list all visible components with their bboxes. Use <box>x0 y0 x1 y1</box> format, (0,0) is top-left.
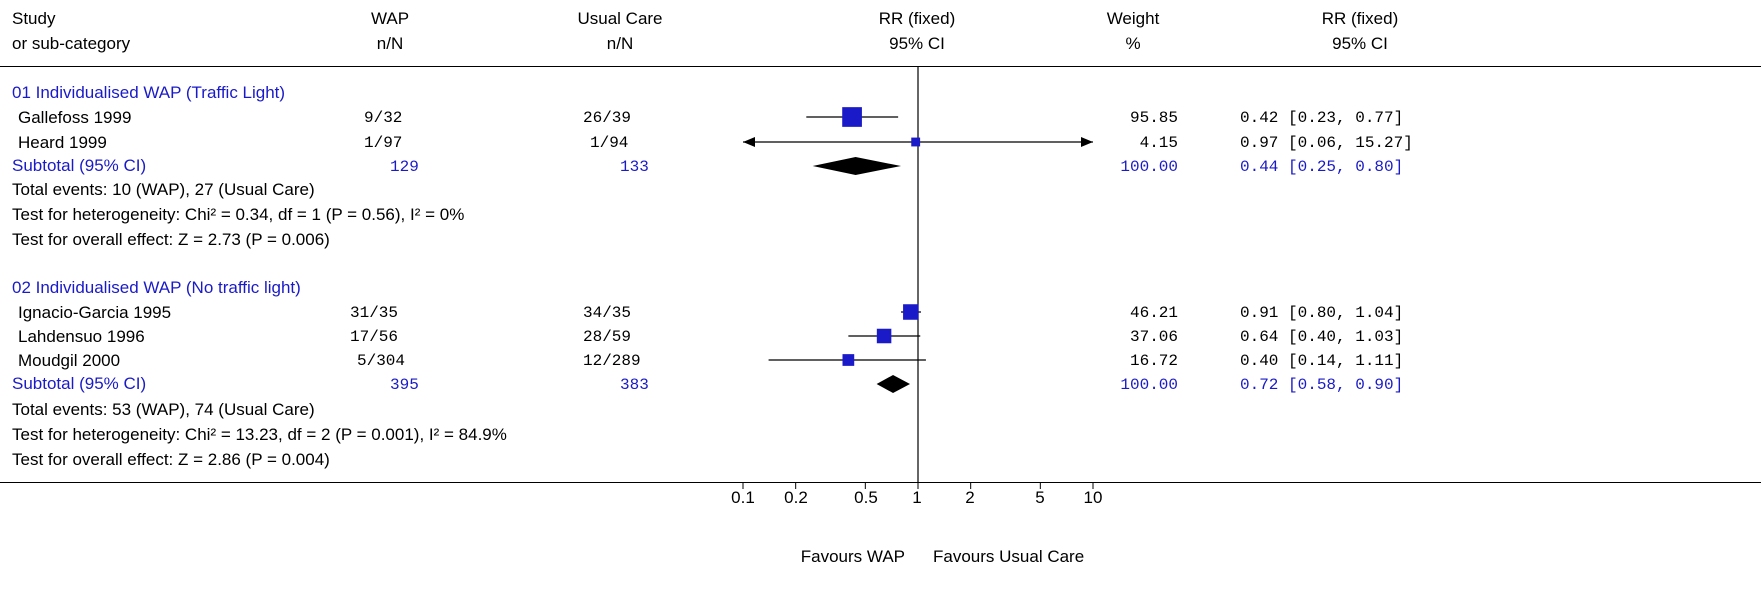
axis-tick-label: 2 <box>965 488 975 507</box>
header-rr-plot: RR (fixed) <box>878 9 956 28</box>
group-title: 02 Individualised WAP (No traffic light) <box>12 278 301 297</box>
wap-cell: 17/56 <box>350 328 399 346</box>
axis-tick-label: 1 <box>912 488 922 507</box>
subtotal-wap: 395 <box>390 376 419 394</box>
usual-cell: 34/35 <box>583 304 632 322</box>
total-events-note: Total events: 10 (WAP), 27 (Usual Care) <box>12 180 315 199</box>
weight-cell: 16.72 <box>1129 352 1178 370</box>
usual-cell: 26/39 <box>583 109 632 127</box>
axis-tick-label: 10 <box>1083 488 1103 507</box>
axis-tick-label: 0.5 <box>854 488 878 507</box>
header-weight: Weight <box>1106 9 1160 28</box>
study-name: Ignacio-Garcia 1995 <box>18 303 172 322</box>
study-marker <box>842 354 855 366</box>
header-rr-plot-sub: 95% CI <box>889 34 945 53</box>
header-usual: Usual Care <box>577 9 663 28</box>
subtotal-diamond <box>812 157 902 175</box>
subtotal-wap: 129 <box>390 158 419 176</box>
study-marker <box>903 304 919 320</box>
axis-tick-label: 0.2 <box>784 488 808 507</box>
overall-effect-note: Test for overall effect: Z = 2.86 (P = 0… <box>12 450 330 469</box>
study-marker <box>911 137 921 147</box>
ci-cell: 0.97 [0.06, 15.27] <box>1240 134 1413 152</box>
overall-effect-note: Test for overall effect: Z = 2.73 (P = 0… <box>12 230 330 249</box>
subtotal-weight: 100.00 <box>1120 158 1178 176</box>
header-wap: WAP <box>370 9 410 28</box>
ci-cell: 0.91 [0.80, 1.04] <box>1240 304 1404 322</box>
subtotal-usual: 383 <box>620 376 649 394</box>
wap-cell: 31/35 <box>350 304 399 322</box>
group-title: 01 Individualised WAP (Traffic Light) <box>12 83 286 102</box>
study-name: Heard 1999 <box>18 133 107 152</box>
axis-tick-label: 5 <box>1035 488 1045 507</box>
study-marker <box>842 107 862 127</box>
usual-cell: 12/289 <box>583 352 641 370</box>
header-rr-text-sub: 95% CI <box>1332 34 1388 53</box>
ci-arrow-left <box>743 137 755 147</box>
favours-left-label: Favours WAP <box>800 547 905 566</box>
total-events-note: Total events: 53 (WAP), 74 (Usual Care) <box>12 400 315 419</box>
subtotal-label: Subtotal (95% CI) <box>12 156 147 175</box>
weight-cell: 4.15 <box>1139 134 1178 152</box>
header-study-sub: or sub-category <box>12 34 131 53</box>
weight-cell: 95.85 <box>1129 109 1178 127</box>
wap-cell: 1/97 <box>364 134 403 152</box>
study-name: Gallefoss 1999 <box>18 108 132 127</box>
ci-cell: 0.42 [0.23, 0.77] <box>1240 109 1404 127</box>
study-name: Moudgil 2000 <box>18 351 121 370</box>
footer-rule <box>0 482 1761 483</box>
header-rule <box>0 66 1761 67</box>
usual-cell: 28/59 <box>583 328 632 346</box>
weight-cell: 46.21 <box>1129 304 1178 322</box>
axis-tick-label: 0.1 <box>731 488 755 507</box>
ci-cell: 0.64 [0.40, 1.03] <box>1240 328 1404 346</box>
weight-cell: 37.06 <box>1129 328 1178 346</box>
wap-cell: 9/32 <box>364 109 403 127</box>
favours-right-label: Favours Usual Care <box>933 547 1085 566</box>
subtotal-ci: 0.44 [0.25, 0.80] <box>1240 158 1404 176</box>
subtotal-usual: 133 <box>620 158 649 176</box>
usual-cell: 1/94 <box>590 134 629 152</box>
header-study: Study <box>12 9 56 28</box>
ci-arrow-right <box>1081 137 1093 147</box>
study-name: Lahdensuo 1996 <box>18 327 145 346</box>
subtotal-label: Subtotal (95% CI) <box>12 374 147 393</box>
subtotal-diamond <box>876 375 910 393</box>
header-rr-text: RR (fixed) <box>1321 9 1399 28</box>
study-marker <box>876 328 892 344</box>
heterogeneity-note: Test for heterogeneity: Chi² = 13.23, df… <box>12 425 507 444</box>
header-wap-sub: n/N <box>376 34 404 53</box>
header-usual-sub: n/N <box>606 34 634 53</box>
subtotal-weight: 100.00 <box>1120 376 1178 394</box>
heterogeneity-note: Test for heterogeneity: Chi² = 0.34, df … <box>12 205 465 224</box>
header-weight-sub: % <box>1125 34 1141 53</box>
wap-cell: 5/304 <box>357 352 406 370</box>
ci-cell: 0.40 [0.14, 1.11] <box>1240 352 1404 370</box>
subtotal-ci: 0.72 [0.58, 0.90] <box>1240 376 1404 394</box>
